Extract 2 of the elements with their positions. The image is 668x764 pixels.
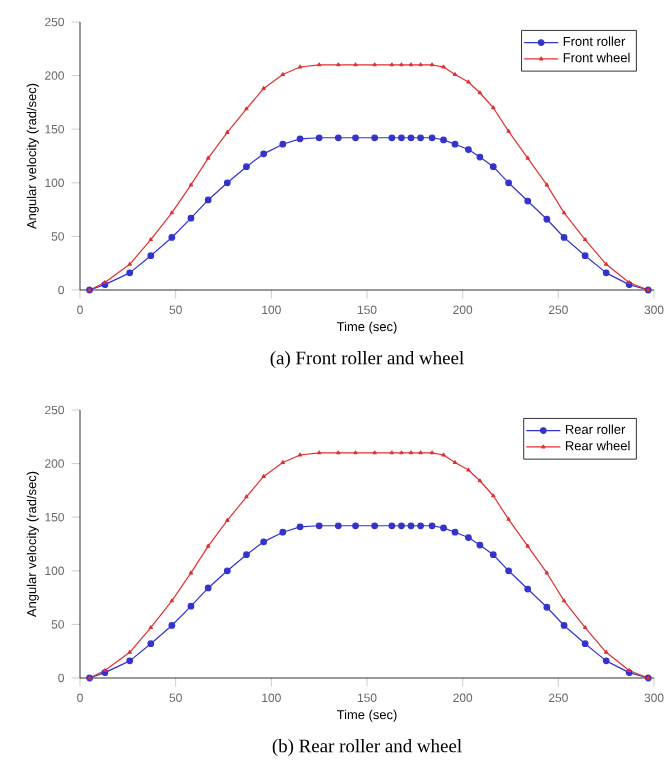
text: (b) Rear roller and wheel [272,739,462,757]
text: (a) Front roller and wheel [270,351,464,369]
